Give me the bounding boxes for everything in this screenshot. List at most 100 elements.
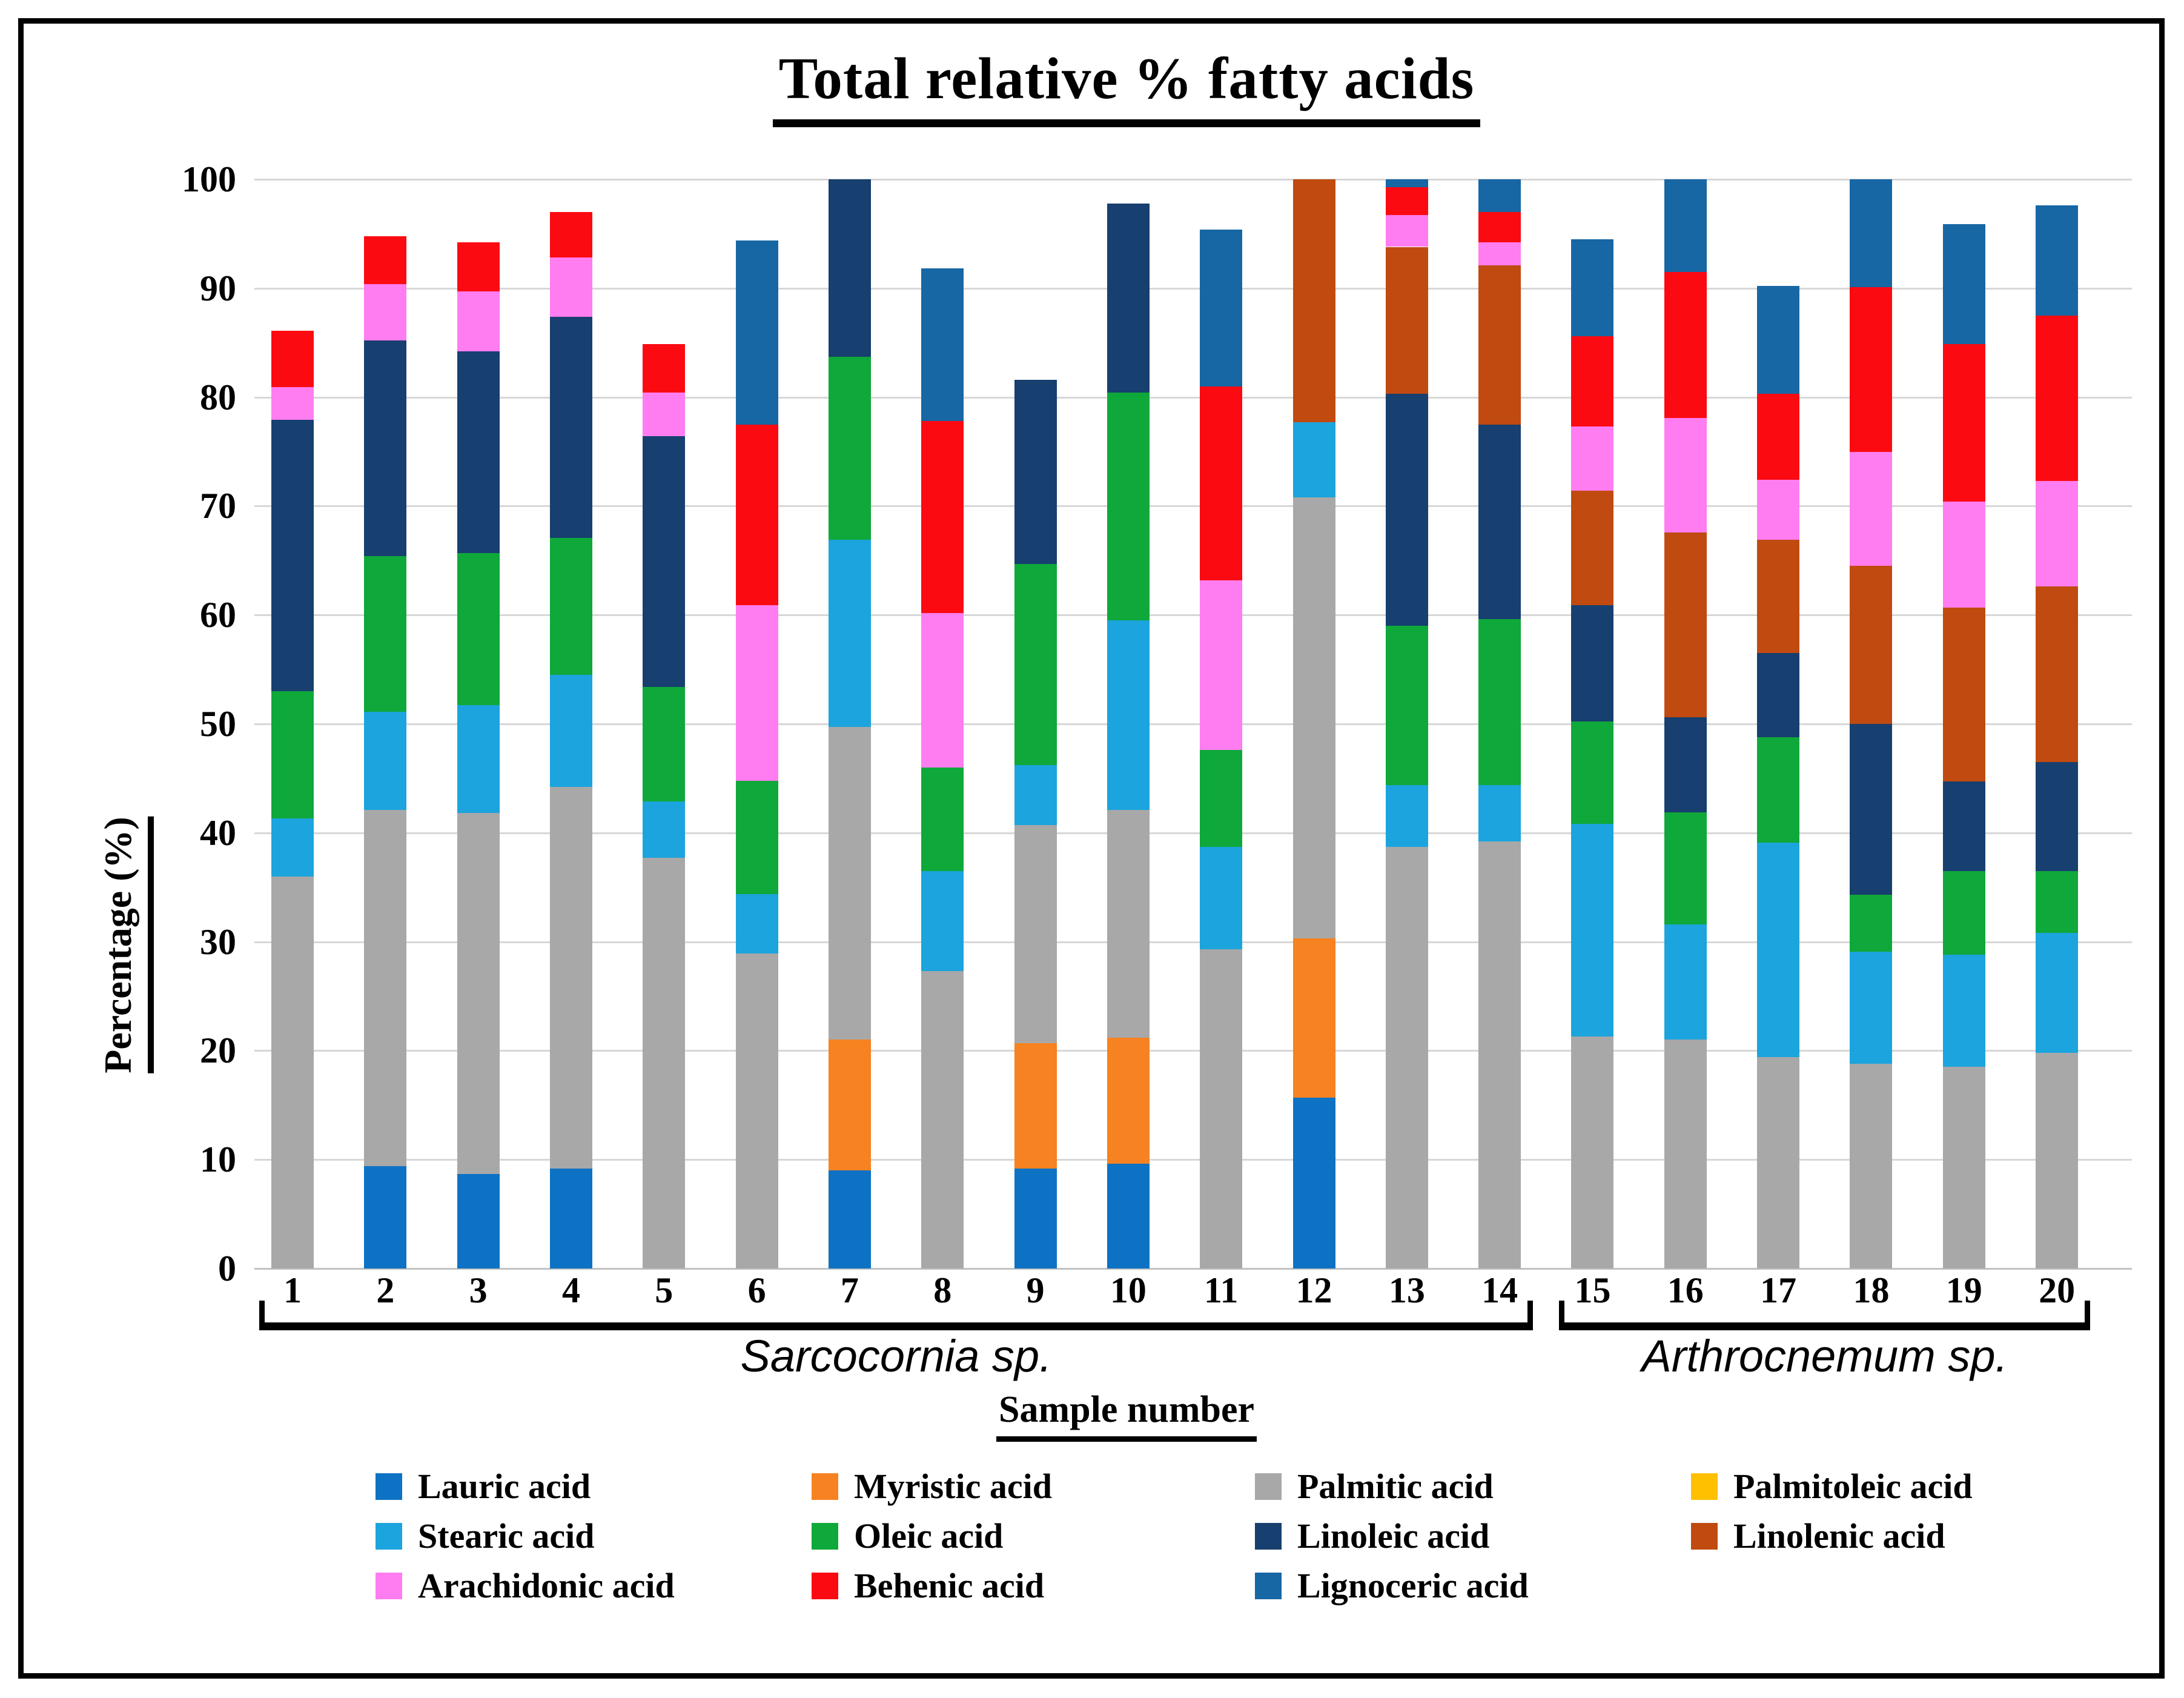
title-row: Total relative % fatty acids (73, 45, 2180, 127)
bar-sample-5 (643, 179, 686, 1269)
x-tick-17: 17 (1760, 1270, 1797, 1310)
bar-sample-2 (364, 179, 407, 1269)
y-tick-90: 90 (200, 268, 236, 308)
legend-swatch-linolenic-acid (1691, 1522, 1718, 1550)
bar-segment-arachidonic-acid (735, 605, 778, 781)
bar-segment-lignoceric-acid (1942, 224, 1985, 344)
bar-segment-stearic-acid (1200, 847, 1243, 950)
bar-segment-myristic-acid (1292, 938, 1335, 1098)
bar-segment-oleic-acid (1014, 563, 1057, 766)
bar-segment-lauric-acid (1292, 1097, 1335, 1269)
bar-segment-stearic-acid (1107, 620, 1150, 811)
legend-item-linoleic-acid: Linoleic acid (1255, 1516, 1489, 1556)
bar-segment-lignoceric-acid (1664, 179, 1707, 272)
bar-segment-linoleic-acid (457, 351, 500, 553)
legend-label: Stearic acid (418, 1516, 595, 1556)
bar-segment-palmitic-acid (1385, 847, 1428, 1269)
bar-segment-oleic-acid (549, 537, 592, 675)
gridline-0 (254, 1268, 2132, 1270)
legend-swatch-palmitoleic-acid (1691, 1473, 1718, 1500)
bar-segment-arachidonic-acid (457, 291, 500, 352)
bar-segment-arachidonic-acid (1757, 480, 1800, 540)
bar-segment-palmitic-acid (1850, 1063, 1893, 1269)
bar-segment-palmitic-acid (735, 953, 778, 1269)
bar-segment-lignoceric-acid (1757, 286, 1800, 394)
bar-segment-linoleic-acid (549, 316, 592, 538)
bar-segment-stearic-acid (1292, 422, 1335, 498)
x-tick-20: 20 (2039, 1270, 2076, 1310)
bar-segment-linoleic-acid (364, 340, 407, 557)
legend-swatch-lauric-acid (376, 1473, 402, 1500)
bar-segment-behenic-acid (1757, 394, 1800, 480)
bar-segment-arachidonic-acid (921, 612, 964, 768)
x-tick-12: 12 (1296, 1270, 1332, 1310)
legend-item-stearic-acid: Stearic acid (376, 1516, 595, 1556)
legend-label: Lauric acid (418, 1467, 591, 1506)
group-label-1: Sarcocornia sp. (740, 1331, 1052, 1381)
bar-segment-myristic-acid (828, 1040, 871, 1171)
bar-segment-linoleic-acid (1942, 781, 1985, 871)
bar-segment-behenic-acid (735, 424, 778, 606)
bar-segment-linoleic-acid (1850, 724, 1893, 895)
bar-segment-stearic-acid (549, 675, 592, 788)
y-tick-30: 30 (200, 921, 236, 962)
bar-segment-palmitic-acid (2036, 1053, 2079, 1269)
bar-segment-behenic-acid (1385, 187, 1428, 216)
y-tick-60: 60 (200, 595, 236, 635)
legend-swatch-myristic-acid (812, 1473, 838, 1500)
x-tick-13: 13 (1388, 1270, 1425, 1310)
bar-segment-behenic-acid (1571, 336, 1614, 427)
bar-segment-linoleic-acid (828, 179, 871, 357)
bar-segment-palmitic-acid (364, 810, 407, 1166)
chart-title: Total relative % fatty acids (772, 45, 1481, 127)
bar-segment-stearic-acid (828, 540, 871, 728)
legend-item-myristic-acid: Myristic acid (812, 1466, 1052, 1507)
legend-swatch-behenic-acid (812, 1572, 838, 1599)
bar-segment-lignoceric-acid (735, 240, 778, 425)
bar-segment-stearic-acid (1942, 955, 1985, 1067)
bar-segment-stearic-acid (1014, 765, 1057, 826)
bar-segment-linolenic-acid (1664, 532, 1707, 718)
bar-sample-15 (1571, 179, 1614, 1269)
bar-segment-behenic-acid (549, 211, 592, 258)
bar-segment-linoleic-acid (1571, 605, 1614, 722)
bar-sample-18 (1850, 179, 1893, 1269)
bar-segment-oleic-acid (828, 357, 871, 540)
bar-segment-arachidonic-acid (1478, 242, 1521, 266)
bar-segment-lignoceric-acid (1571, 239, 1614, 336)
bar-segment-linolenic-acid (1478, 265, 1521, 425)
bar-segment-linoleic-acid (2036, 761, 2079, 871)
bar-segment-arachidonic-acid (1385, 215, 1428, 247)
bar-sample-19 (1942, 179, 1985, 1269)
bar-segment-palmitic-acid (1942, 1067, 1985, 1269)
gridline-20 (254, 1050, 2132, 1052)
bar-segment-arachidonic-acid (1942, 502, 1985, 608)
bar-segment-stearic-acid (271, 818, 314, 877)
group-label-2: Arthrocnemum sp. (1641, 1331, 2008, 1381)
x-tick-16: 16 (1667, 1270, 1704, 1310)
legend-item-linolenic-acid: Linolenic acid (1691, 1516, 1945, 1556)
bar-segment-linoleic-acid (1014, 379, 1057, 564)
legend-swatch-arachidonic-acid (376, 1572, 402, 1599)
bar-segment-palmitic-acid (1200, 949, 1243, 1269)
legend-label: Myristic acid (854, 1467, 1052, 1506)
bar-segment-palmitic-acid (271, 876, 314, 1269)
bar-segment-palmitic-acid (1664, 1040, 1707, 1269)
y-tick-40: 40 (200, 812, 236, 853)
bar-segment-linolenic-acid (1571, 491, 1614, 606)
legend-label: Arachidonic acid (418, 1566, 675, 1605)
bar-segment-linoleic-acid (643, 436, 686, 687)
legend-swatch-lignoceric-acid (1255, 1572, 1282, 1599)
x-tick-5: 5 (655, 1270, 673, 1310)
x-axis-title: Sample number (996, 1388, 1257, 1442)
bar-segment-stearic-acid (643, 801, 686, 858)
x-tick-8: 8 (933, 1270, 952, 1310)
bar-segment-palmitic-acid (921, 971, 964, 1269)
legend-item-palmitoleic-acid: Palmitoleic acid (1691, 1466, 1973, 1507)
bar-segment-arachidonic-acid (1200, 580, 1243, 751)
group-bracket-1 (259, 1301, 1534, 1330)
y-tick-80: 80 (200, 377, 236, 417)
bar-sample-13 (1385, 179, 1428, 1269)
x-tick-15: 15 (1574, 1270, 1611, 1310)
bar-segment-arachidonic-acid (1571, 426, 1614, 491)
